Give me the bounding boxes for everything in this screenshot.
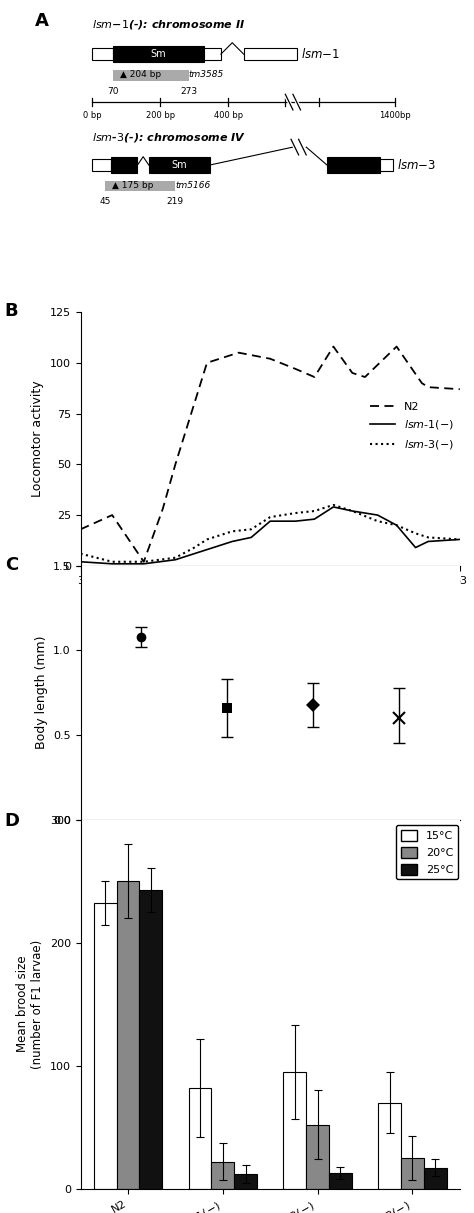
- Bar: [92, 159, 111, 171]
- Y-axis label: Body length (mm): Body length (mm): [35, 636, 48, 750]
- Text: $\bf{\it{lsm}}$$\bf{\it{-3}}$: $\bf{\it{lsm}}$$\bf{\it{-3}}$: [397, 158, 437, 172]
- X-axis label: Time (hours): Time (hours): [225, 591, 315, 604]
- Text: $\it{lsm}$-$\it{3}$(-): chromosome IV: $\it{lsm}$-$\it{3}$(-): chromosome IV: [92, 131, 246, 143]
- Bar: [401, 1158, 424, 1189]
- Bar: [329, 1173, 352, 1189]
- Text: tm3585: tm3585: [189, 70, 224, 79]
- Text: ▲ 175 bp: ▲ 175 bp: [112, 181, 153, 190]
- Bar: [234, 1174, 257, 1189]
- Bar: [113, 46, 204, 62]
- Text: C: C: [5, 556, 18, 574]
- Y-axis label: Locomotor activity: Locomotor activity: [31, 381, 44, 497]
- Text: 45: 45: [100, 198, 111, 206]
- Bar: [94, 904, 117, 1189]
- Bar: [149, 156, 210, 173]
- Y-axis label: Mean brood size
(number of F1 larvae): Mean brood size (number of F1 larvae): [16, 940, 44, 1069]
- Bar: [380, 159, 393, 171]
- Bar: [283, 1072, 306, 1189]
- Bar: [111, 156, 137, 173]
- Legend: N2, $\it{lsm}$-$\it{1}$(−), $\it{lsm}$-$\it{3}$(−): N2, $\it{lsm}$-$\it{1}$(−), $\it{lsm}$-$…: [366, 397, 458, 455]
- Text: A: A: [35, 12, 49, 30]
- Bar: [327, 156, 380, 173]
- Text: 1400bp: 1400bp: [380, 110, 411, 120]
- Text: ▲ 204 bp: ▲ 204 bp: [120, 70, 162, 79]
- Text: D: D: [5, 813, 20, 830]
- Text: tm5166: tm5166: [175, 181, 210, 190]
- Bar: [113, 69, 189, 80]
- Text: B: B: [5, 302, 18, 320]
- Bar: [211, 1162, 234, 1189]
- Bar: [204, 47, 221, 61]
- Bar: [306, 1124, 329, 1189]
- Text: 0 bp: 0 bp: [82, 110, 101, 120]
- Bar: [189, 1088, 211, 1189]
- Text: $\bf{\it{lsm}}$$\bf{\it{-1}}$: $\bf{\it{lsm}}$$\bf{\it{-1}}$: [301, 47, 340, 61]
- Text: 70: 70: [107, 86, 118, 96]
- Bar: [117, 881, 139, 1189]
- Text: Sm: Sm: [151, 49, 166, 59]
- Text: Sm: Sm: [172, 160, 187, 170]
- Bar: [424, 1168, 447, 1189]
- Bar: [105, 181, 175, 192]
- Bar: [139, 890, 162, 1189]
- Bar: [244, 47, 297, 61]
- Legend: 15°C, 20°C, 25°C: 15°C, 20°C, 25°C: [396, 825, 458, 879]
- Text: 200 bp: 200 bp: [146, 110, 175, 120]
- Text: 219: 219: [167, 198, 184, 206]
- Bar: [378, 1103, 401, 1189]
- Bar: [92, 47, 113, 61]
- Text: 400 bp: 400 bp: [214, 110, 243, 120]
- Text: 273: 273: [180, 86, 197, 96]
- Text: $\it{lsm}$$\bf{-}$$\it{1}$(-): chromosome II: $\it{lsm}$$\bf{-}$$\it{1}$(-): chromosom…: [92, 18, 246, 32]
